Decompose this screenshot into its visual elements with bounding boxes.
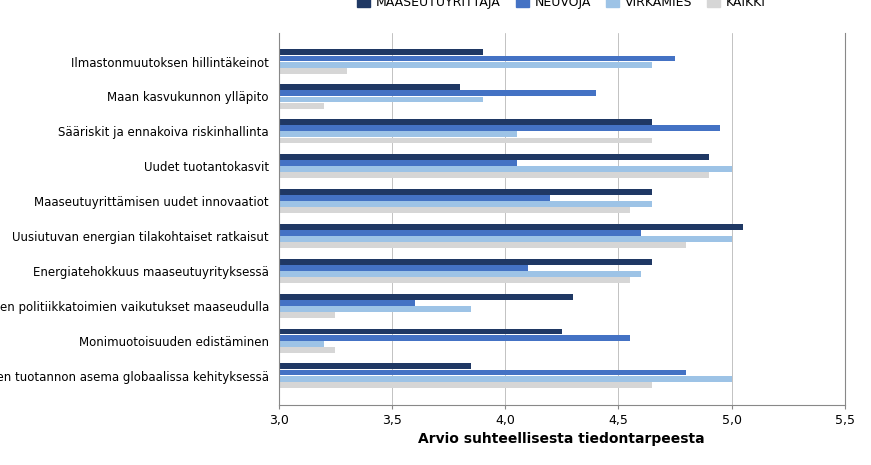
Bar bbox=[279, 173, 709, 179]
Bar bbox=[279, 97, 483, 102]
Bar bbox=[279, 328, 562, 334]
Bar bbox=[279, 376, 732, 382]
Bar bbox=[279, 265, 528, 271]
Bar bbox=[279, 138, 652, 144]
Bar bbox=[279, 335, 630, 340]
Bar bbox=[279, 382, 652, 388]
Bar bbox=[279, 84, 460, 90]
Bar bbox=[279, 312, 335, 318]
Bar bbox=[279, 154, 709, 160]
Bar bbox=[279, 300, 415, 306]
Bar bbox=[279, 55, 675, 61]
Bar bbox=[279, 259, 652, 265]
Bar bbox=[279, 224, 743, 230]
Bar bbox=[279, 119, 652, 125]
Bar bbox=[279, 242, 686, 248]
X-axis label: Arvio suhteellisesta tiedontarpeesta: Arvio suhteellisesta tiedontarpeesta bbox=[418, 432, 706, 446]
Bar bbox=[279, 277, 630, 283]
Bar bbox=[279, 195, 550, 201]
Bar bbox=[279, 207, 630, 213]
Bar bbox=[279, 189, 652, 195]
Bar bbox=[279, 103, 324, 109]
Bar bbox=[279, 347, 335, 353]
Bar bbox=[279, 236, 732, 242]
Bar bbox=[279, 271, 641, 277]
Bar bbox=[279, 62, 652, 67]
Bar bbox=[279, 201, 652, 207]
Bar bbox=[279, 364, 471, 369]
Bar bbox=[279, 230, 641, 236]
Bar bbox=[279, 132, 517, 137]
Bar bbox=[279, 166, 732, 172]
Legend: MAASEUTUYRITTÄJÄ, NEUVOJA, VIRKAMIES, KAIKKI: MAASEUTUYRITTÄJÄ, NEUVOJA, VIRKAMIES, KA… bbox=[353, 0, 771, 14]
Bar bbox=[279, 160, 517, 166]
Bar bbox=[279, 126, 720, 131]
Bar bbox=[279, 91, 596, 96]
Bar bbox=[279, 68, 347, 73]
Bar bbox=[279, 49, 483, 55]
Bar bbox=[279, 293, 573, 299]
Bar bbox=[279, 306, 471, 312]
Bar bbox=[279, 341, 324, 346]
Bar bbox=[279, 370, 686, 375]
